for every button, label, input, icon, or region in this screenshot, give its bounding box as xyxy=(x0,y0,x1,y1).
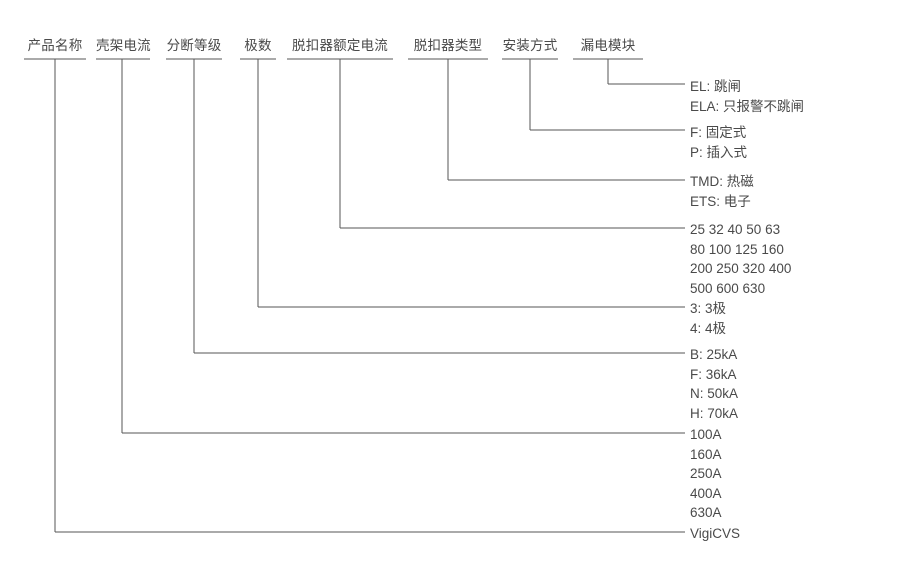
field-label-earth-leakage: 漏电模块 xyxy=(580,38,636,53)
field-label-mounting-method: 安装方式 xyxy=(502,38,558,53)
legend-breaking-capacity-options: B: 25kA F: 36kA N: 50kA H: 70kA xyxy=(690,345,738,423)
field-label-trip-unit-type: 脱扣器类型 xyxy=(413,38,483,53)
legend-option: 25 32 40 50 63 xyxy=(690,222,781,237)
legend-mounting-method-options: F: 固定式 P: 插入式 xyxy=(690,123,747,162)
legend-product-name-options: VigiCVS xyxy=(690,524,740,544)
legend-option: 500 600 630 xyxy=(690,280,766,296)
field-label-poles: 极数 xyxy=(244,38,272,53)
field-label-product-name: 产品名称 xyxy=(27,38,83,53)
legend-option: 160A xyxy=(690,446,722,462)
legend-option: 630A xyxy=(690,505,722,520)
legend-option: 250A xyxy=(690,466,722,481)
legend-option: F: 固定式 xyxy=(690,125,747,140)
legend-option: ETS: 电子 xyxy=(690,193,751,209)
field-label-trip-rated-current: 脱扣器额定电流 xyxy=(292,38,388,53)
legend-option: B: 25kA xyxy=(690,347,738,362)
legend-trip-rated-current-options: 25 32 40 50 63 80 100 125 160 200 250 320 … xyxy=(690,220,791,298)
field-label-breaking-capacity: 分断等级 xyxy=(166,38,222,53)
legend-option: ELA: 只报警不跳闸 xyxy=(690,98,805,114)
legend-poles-options: 3: 3极 4: 4极 xyxy=(690,299,726,338)
legend-earth-leakage-options: EL: 跳闸 ELA: 只报警不跳闸 xyxy=(690,77,804,116)
legend-option: P: 插入式 xyxy=(690,144,748,160)
legend-option: 400A xyxy=(690,485,722,501)
legend-option: 3: 3极 xyxy=(690,301,727,316)
legend-trip-unit-type-options: TMD: 热磁 ETS: 电子 xyxy=(690,172,754,211)
legend-frame-current-options: 100A 160A 250A 400A 630A xyxy=(690,425,722,523)
legend-option: 200 250 320 400 xyxy=(690,261,792,276)
legend-option: EL: 跳闸 xyxy=(690,79,742,94)
legend-option: F: 36kA xyxy=(690,366,737,382)
legend-option: N: 50kA xyxy=(690,386,739,401)
field-label-frame-current: 壳架电流 xyxy=(96,38,151,53)
legend-option: TMD: 热磁 xyxy=(690,174,754,189)
legend-option: H: 70kA xyxy=(690,405,739,421)
legend-option: 100A xyxy=(690,427,722,442)
legend-option: VigiCVS xyxy=(690,526,741,541)
legend-option: 4: 4极 xyxy=(690,320,727,336)
legend-option: 80 100 125 160 xyxy=(690,241,784,257)
